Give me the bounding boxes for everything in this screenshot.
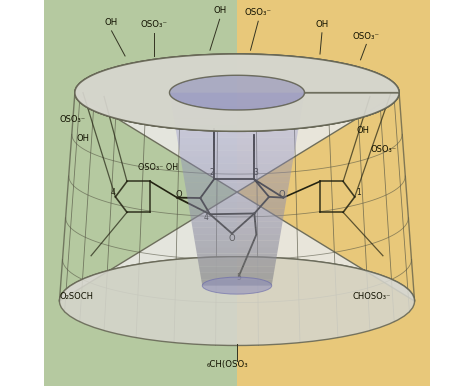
Text: OSO₃⁻ OH: OSO₃⁻ OH xyxy=(138,163,178,173)
Polygon shape xyxy=(189,208,285,215)
Polygon shape xyxy=(200,273,274,279)
Text: OSO₃⁻: OSO₃⁻ xyxy=(140,20,167,29)
Polygon shape xyxy=(176,131,298,138)
Polygon shape xyxy=(186,189,288,196)
Polygon shape xyxy=(175,125,299,131)
Text: OSO₃⁻: OSO₃⁻ xyxy=(370,146,396,154)
Polygon shape xyxy=(187,196,287,202)
Polygon shape xyxy=(191,221,283,228)
Polygon shape xyxy=(183,176,291,183)
Polygon shape xyxy=(185,183,289,189)
Polygon shape xyxy=(171,99,303,105)
Text: OH: OH xyxy=(213,7,226,15)
Polygon shape xyxy=(199,266,275,273)
Polygon shape xyxy=(197,254,277,260)
Text: 4: 4 xyxy=(111,188,116,197)
Text: O: O xyxy=(176,190,182,199)
Polygon shape xyxy=(75,54,399,131)
Text: ₆CH(OSO₃: ₆CH(OSO₃ xyxy=(207,360,248,369)
Ellipse shape xyxy=(59,257,415,345)
Polygon shape xyxy=(193,234,281,240)
Text: OH: OH xyxy=(315,20,328,29)
Polygon shape xyxy=(179,151,295,157)
Polygon shape xyxy=(181,157,293,163)
Polygon shape xyxy=(44,0,237,386)
Polygon shape xyxy=(174,119,300,125)
Polygon shape xyxy=(177,138,297,144)
Text: OH: OH xyxy=(356,126,370,135)
Polygon shape xyxy=(172,105,302,112)
Text: CHOSO₃⁻: CHOSO₃⁻ xyxy=(353,292,391,301)
Polygon shape xyxy=(201,279,273,286)
Polygon shape xyxy=(237,0,430,386)
Ellipse shape xyxy=(202,277,272,294)
Text: 4: 4 xyxy=(204,213,209,222)
Text: OSO₃⁻: OSO₃⁻ xyxy=(353,32,380,41)
Ellipse shape xyxy=(169,75,305,110)
Text: O₂SOCH: O₂SOCH xyxy=(59,292,93,301)
Text: OH: OH xyxy=(77,134,90,143)
Text: O: O xyxy=(228,234,235,243)
Polygon shape xyxy=(169,93,305,99)
Polygon shape xyxy=(59,93,415,301)
Polygon shape xyxy=(182,170,292,176)
Polygon shape xyxy=(196,247,278,254)
Text: OSO₃⁻: OSO₃⁻ xyxy=(59,115,86,124)
Polygon shape xyxy=(198,260,276,266)
Polygon shape xyxy=(178,144,296,151)
Text: OH: OH xyxy=(105,18,118,27)
Ellipse shape xyxy=(75,54,399,131)
Polygon shape xyxy=(192,228,282,234)
Text: 1: 1 xyxy=(356,188,361,197)
Polygon shape xyxy=(182,163,292,170)
Text: 2: 2 xyxy=(210,168,214,177)
Text: O: O xyxy=(278,190,285,199)
Polygon shape xyxy=(188,202,286,208)
Polygon shape xyxy=(173,112,301,119)
Text: OSO₃⁻: OSO₃⁻ xyxy=(245,8,272,17)
Polygon shape xyxy=(195,240,279,247)
Polygon shape xyxy=(190,215,284,221)
Text: 3: 3 xyxy=(254,168,259,177)
Text: 5: 5 xyxy=(237,273,241,282)
